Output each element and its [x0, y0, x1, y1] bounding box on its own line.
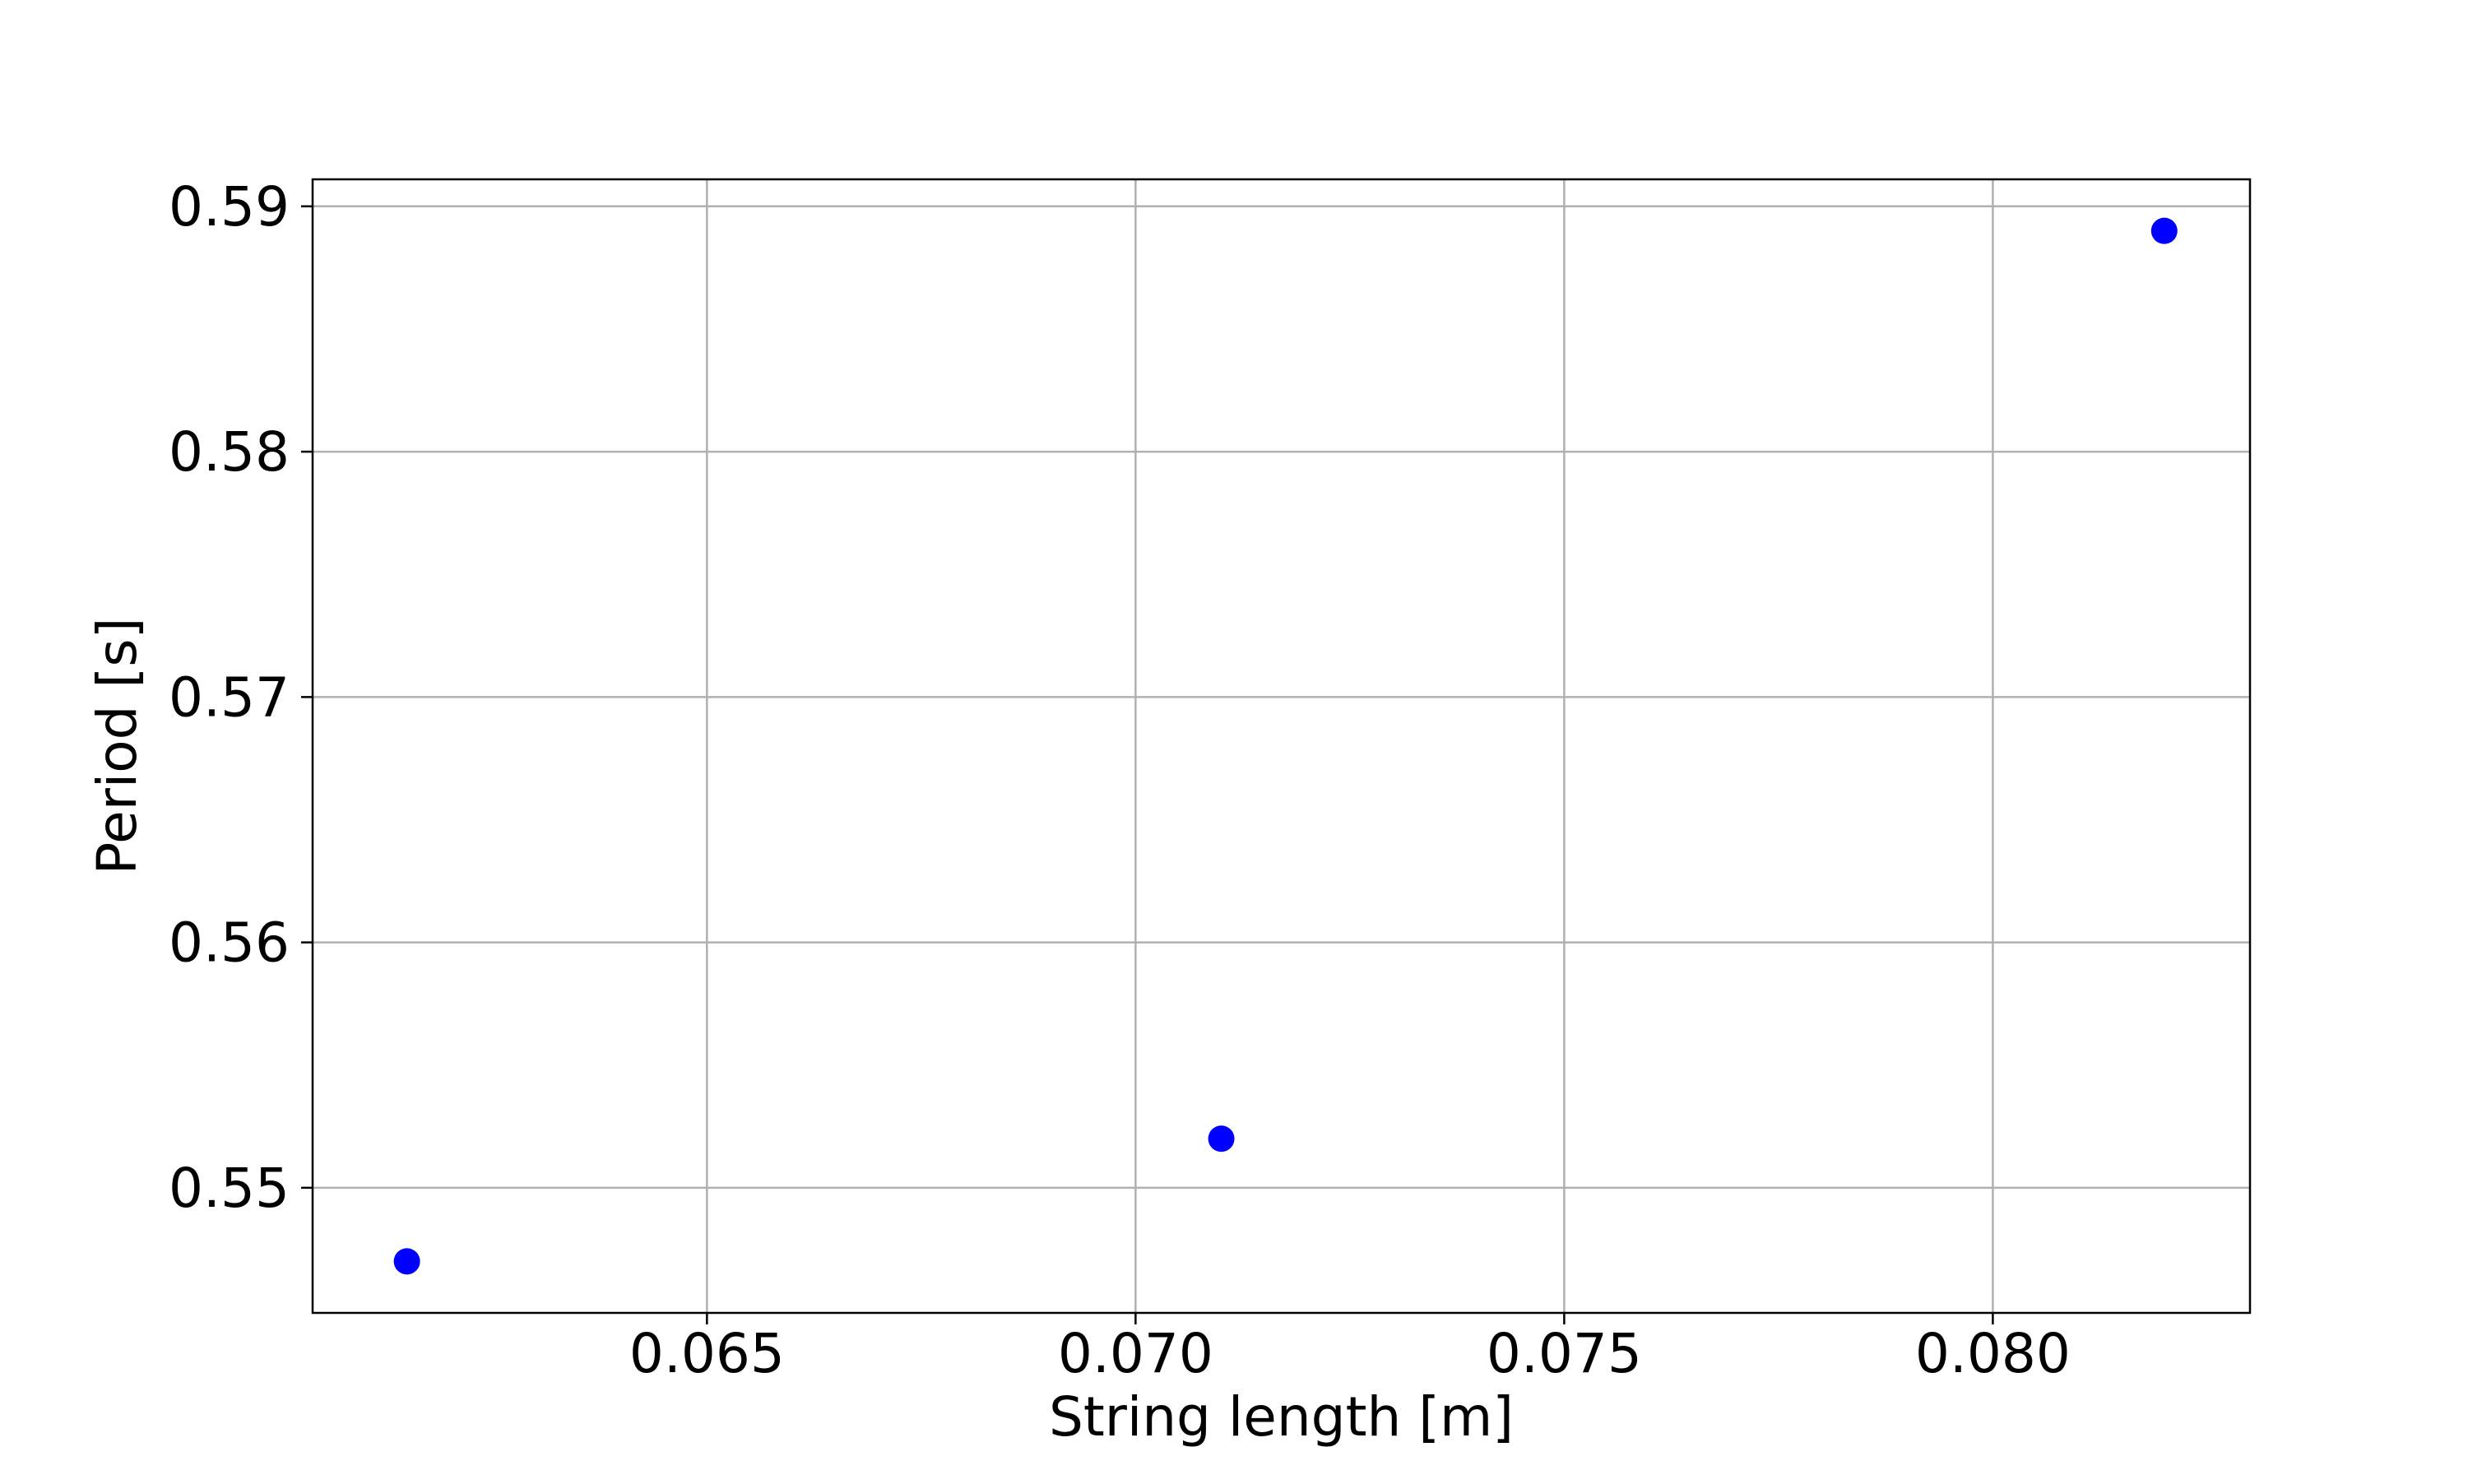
- x-tick-label: 0.075: [1487, 1322, 1642, 1385]
- plot-area-frame: [311, 178, 2252, 1315]
- y-axis-label: Period [s]: [86, 618, 149, 875]
- grid: [313, 179, 2250, 1313]
- y-tick-label: 0.59: [169, 175, 290, 239]
- y-tick-label: 0.56: [169, 911, 290, 975]
- x-tick-label: 0.080: [1915, 1322, 2071, 1385]
- x-tick-label: 0.065: [629, 1322, 785, 1385]
- data-point: [1208, 1125, 1235, 1152]
- x-axis-label: String length [m]: [1049, 1385, 1514, 1449]
- y-tick-label: 0.58: [169, 420, 290, 484]
- data-points: [393, 217, 2178, 1275]
- axis-ticks: 0.065 0.070 0.075 0.080 0.55 0.56 0.57 0.58 0.59: [169, 175, 2071, 1385]
- data-point: [2150, 217, 2178, 244]
- y-tick-label: 0.55: [169, 1157, 290, 1220]
- y-tick-label: 0.57: [169, 665, 290, 729]
- x-tick-label: 0.070: [1058, 1322, 1213, 1385]
- data-point: [393, 1248, 420, 1275]
